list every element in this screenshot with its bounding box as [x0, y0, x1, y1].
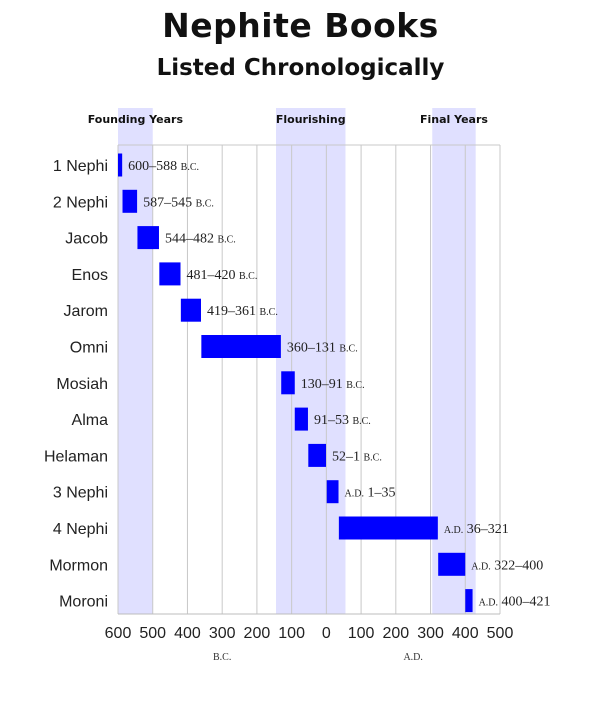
bar — [438, 552, 466, 576]
era-band — [276, 108, 346, 614]
row-label: 4 Nephi — [53, 521, 108, 538]
row-label: Mosiah — [56, 376, 108, 393]
bar — [281, 371, 295, 395]
row-label: Mormon — [49, 557, 108, 574]
tick-label: 300 — [417, 625, 444, 642]
tick-label: 300 — [209, 625, 236, 642]
data-label: A.D. 1–35 — [345, 486, 396, 501]
data-label: 91–53 B.C. — [314, 413, 371, 428]
bar — [122, 189, 138, 213]
data-label: 130–91 B.C. — [301, 377, 365, 392]
tick-label: 100 — [278, 625, 305, 642]
row-label: 2 Nephi — [53, 194, 108, 211]
era-label: Founding Years — [88, 113, 184, 126]
row-label: Helaman — [44, 448, 108, 465]
tick-label: 500 — [487, 625, 514, 642]
tick-label: 400 — [174, 625, 201, 642]
tick-label: 600 — [105, 625, 132, 642]
bar — [180, 298, 201, 322]
bar — [118, 153, 123, 177]
bar — [294, 407, 308, 431]
era-label: Flourishing — [276, 113, 346, 126]
bar — [201, 335, 281, 358]
data-label: 419–361 B.C. — [207, 304, 278, 319]
bar — [137, 226, 159, 250]
row-label: 3 Nephi — [53, 485, 108, 502]
bar — [338, 516, 438, 540]
data-label: 52–1 B.C. — [332, 449, 382, 464]
tick-label: 200 — [244, 625, 271, 642]
bar — [159, 262, 181, 286]
data-label: 587–545 B.C. — [143, 195, 214, 210]
row-label: Jacob — [65, 231, 108, 248]
chart-title: Nephite Books — [162, 6, 439, 45]
bar — [308, 443, 327, 467]
row-label: Jarom — [64, 303, 108, 320]
tick-label: 0 — [322, 625, 331, 642]
chart-subtitle: Listed Chronologically — [156, 55, 445, 81]
tick-label: 100 — [348, 625, 375, 642]
row-label: Omni — [70, 340, 108, 357]
bar — [326, 480, 339, 504]
data-label: 481–420 B.C. — [187, 268, 258, 283]
era-band — [432, 108, 476, 614]
row-label: 1 Nephi — [53, 158, 108, 175]
axis-caption: B.C. — [213, 652, 231, 663]
tick-label: 200 — [382, 625, 409, 642]
row-label: Alma — [72, 412, 109, 429]
tick-label: 400 — [452, 625, 479, 642]
row-label: Enos — [72, 267, 108, 284]
data-label: A.D. 322–400 — [471, 558, 543, 573]
era-label: Final Years — [420, 113, 488, 126]
data-label: 544–482 B.C. — [165, 232, 236, 247]
row-label: Moroni — [59, 594, 108, 611]
data-label: 360–131 B.C. — [287, 341, 358, 356]
data-label: 600–588 B.C. — [128, 159, 199, 174]
data-label: A.D. 400–421 — [479, 595, 551, 610]
era-band — [118, 108, 153, 614]
tick-label: 500 — [139, 625, 166, 642]
data-label: A.D. 36–321 — [444, 522, 509, 537]
axis-caption: A.D. — [403, 652, 422, 663]
bar — [465, 589, 473, 613]
